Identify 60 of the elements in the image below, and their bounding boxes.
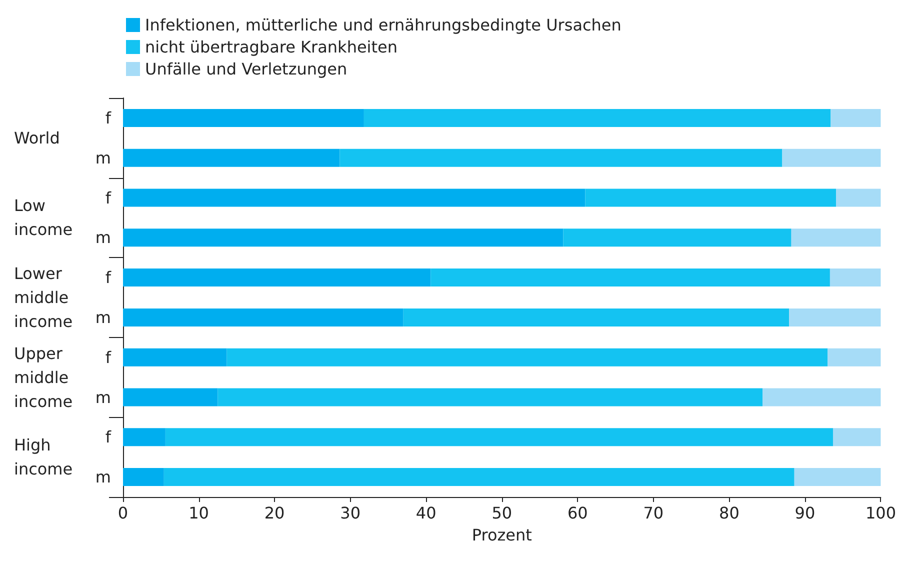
- bar: [585, 188, 836, 207]
- text: Upper middle income: [14, 344, 74, 411]
- x-tick-label: 0: [118, 504, 128, 522]
- bar: [123, 348, 227, 366]
- bar: [794, 468, 881, 486]
- y-tick-label: m: [95, 228, 111, 248]
- y-tick-label: f: [105, 268, 112, 288]
- bar: [123, 268, 431, 287]
- legend-label: Unfälle und Verletzungen: [145, 60, 348, 78]
- x-tick-label: 100: [865, 504, 896, 522]
- bar: [123, 228, 564, 247]
- y-tick-label: f: [105, 108, 112, 128]
- bar: [836, 188, 881, 207]
- text: Low income: [14, 196, 73, 240]
- bar: [123, 428, 166, 446]
- bar: [430, 268, 830, 287]
- legend-label: nicht übertragbare Krankheiten: [145, 38, 398, 56]
- bar: [789, 308, 881, 326]
- y-tick-label: m: [95, 148, 111, 168]
- bar: [123, 468, 164, 486]
- y-tick-label: m: [95, 388, 111, 407]
- bar: [791, 228, 881, 247]
- bar: [563, 228, 792, 247]
- x-tick-label: 80: [719, 504, 740, 522]
- legend-label: Infektionen, mütterliche und ernährungsbedingte Ursachen: [145, 16, 622, 34]
- x-tick-label: 50: [492, 504, 512, 522]
- x-tick-label: 70: [643, 504, 664, 522]
- bar: [828, 348, 881, 366]
- y-tick-label: m: [95, 468, 111, 487]
- bar: [164, 468, 794, 486]
- bar: [123, 108, 364, 127]
- x-tick-label: 60: [567, 504, 588, 522]
- bar: [364, 108, 831, 127]
- text: World: [14, 128, 60, 148]
- y-tick-label: f: [105, 188, 112, 208]
- bar: [762, 388, 881, 406]
- bar: [830, 108, 881, 127]
- bar: [123, 388, 218, 406]
- text: High income: [14, 436, 73, 479]
- text: Lower middle income: [14, 264, 74, 331]
- bar: [340, 148, 782, 167]
- x-tick-label: 20: [264, 504, 285, 522]
- x-axis-title: Prozent: [472, 526, 532, 544]
- bar: [165, 428, 833, 446]
- bar: [782, 148, 881, 167]
- bar: [830, 268, 881, 287]
- y-tick-label: f: [105, 348, 112, 367]
- bar: [226, 348, 828, 366]
- bar: [123, 308, 404, 326]
- y-tick-label: m: [95, 308, 111, 327]
- bar: [403, 308, 790, 326]
- x-tick-label: 40: [416, 504, 436, 522]
- bar: [123, 148, 340, 167]
- x-tick-label: 30: [340, 504, 360, 522]
- bar: [832, 428, 881, 446]
- bar: [218, 388, 763, 406]
- y-tick-label: f: [105, 428, 112, 447]
- x-tick-label: 10: [188, 504, 209, 522]
- bar: [123, 188, 586, 207]
- x-tick-label: 90: [794, 504, 816, 522]
